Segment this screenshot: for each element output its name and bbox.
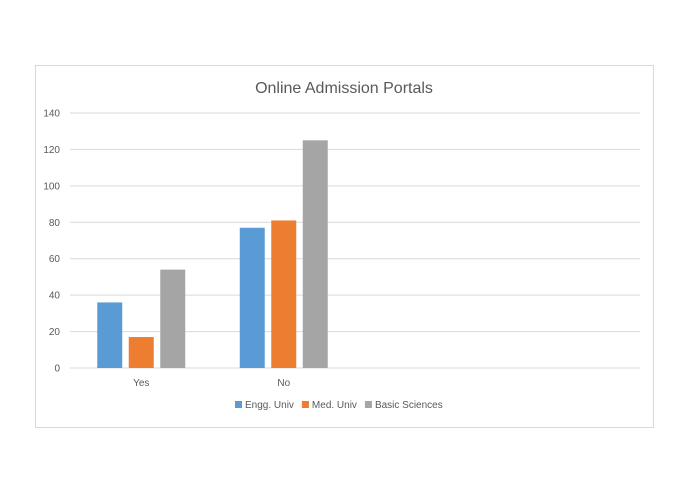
- x-tick-label: No: [277, 378, 290, 389]
- x-axis-ticks: Yes No: [133, 378, 290, 389]
- legend: Engg. Univ Med. Univ Basic Sciences: [235, 400, 443, 411]
- legend-label: Engg. Univ: [245, 400, 294, 411]
- bar-yes-1: [97, 302, 123, 368]
- y-axis-ticks: 0 20 40 60 80 100 120 140: [43, 109, 60, 375]
- y-tick-label: 0: [54, 364, 60, 375]
- y-tick-label: 100: [43, 181, 60, 192]
- legend-swatch: [364, 401, 372, 408]
- y-tick-label: 40: [49, 291, 61, 302]
- legend-label: Med. Univ: [312, 400, 357, 411]
- bar-no-1: [239, 227, 265, 368]
- bars: [97, 140, 328, 368]
- x-tick-label: Yes: [133, 378, 149, 389]
- chart-title: Online Admission Portals: [255, 80, 433, 97]
- bar-yes-2: [128, 337, 154, 368]
- y-tick-label: 120: [43, 145, 60, 156]
- legend-label: Basic Sciences: [375, 400, 443, 411]
- bar-yes-3: [160, 269, 186, 368]
- gridlines: [70, 112, 640, 369]
- bar-no-3: [302, 140, 328, 368]
- y-tick-label: 60: [49, 254, 61, 265]
- legend-swatch: [301, 401, 309, 408]
- y-tick-label: 80: [49, 218, 61, 229]
- bar-no-2: [271, 220, 297, 368]
- legend-swatch: [235, 401, 242, 408]
- y-tick-label: 20: [49, 327, 61, 338]
- y-tick-label: 140: [43, 109, 60, 120]
